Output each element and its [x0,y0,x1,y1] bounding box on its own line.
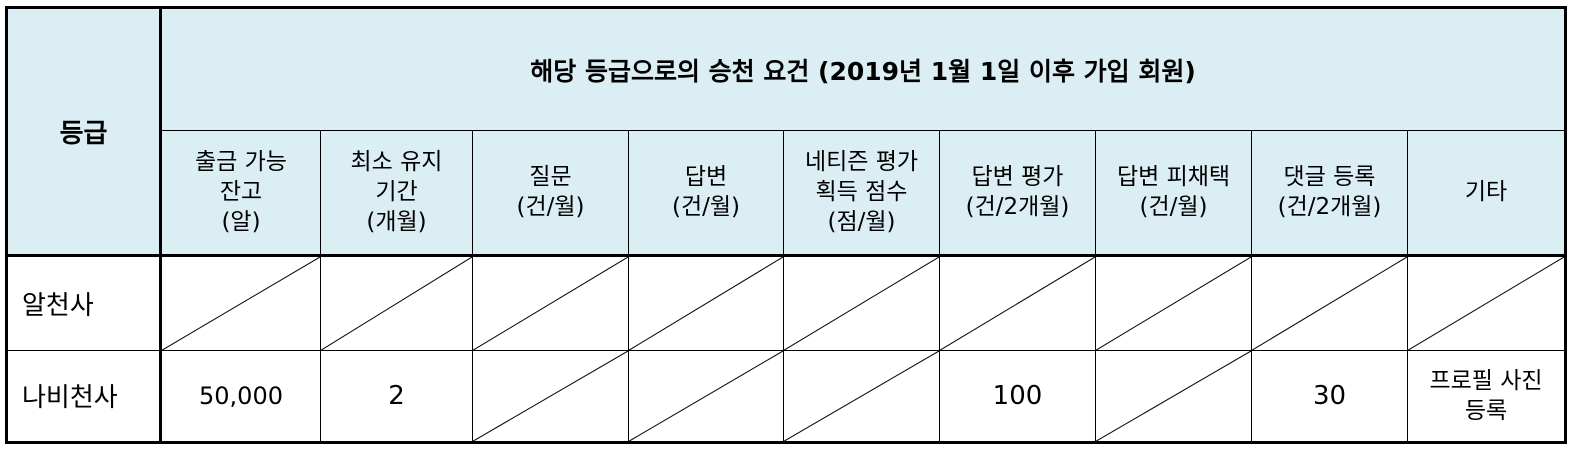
requirement-cell [472,349,629,445]
column-header-line: 답변 피채택 [1116,164,1231,191]
grade-label: 나비천사 [5,349,162,445]
requirement-cell [1251,254,1408,351]
column-header-line: (건/2개월) [965,194,1070,221]
column-header-line: 댓글 등록 [1283,164,1376,191]
column-header-line: 잔고 [219,179,263,206]
column-header-line: 최소 유지 [350,149,443,176]
table-row: 알천사 [5,254,1568,351]
column-header-line: (알) [221,209,261,236]
diagonal-slash [940,257,1095,350]
requirement-cell [320,254,473,351]
diagonal-slash [1096,351,1251,441]
requirement-cell: 2 [320,349,473,445]
requirement-value: 30 [1312,380,1347,411]
requirement-cell [1406,254,1568,351]
diagonal-slash [1096,257,1251,350]
requirement-cell [783,254,940,351]
requirement-value: 100 [992,380,1043,411]
column-header-line: 출금 가능 [195,149,287,176]
diagonal-slash [629,257,783,350]
requirement-cell [628,349,784,445]
grade-column-header: 등급 [5,6,162,257]
column-header-line: (점/월) [827,209,896,236]
diagonal-slash [473,351,628,441]
diagonal-slash [473,257,628,350]
column-header-4: 답변 (건/월) [628,130,784,257]
diagonal-slash [784,257,939,350]
requirement-cell [628,254,784,351]
column-header-line: (개월) [366,209,427,236]
requirement-cell [1095,254,1252,351]
other-requirement-line: 등록 [1464,397,1508,424]
column-header-line: 답변 평가 [971,164,1064,191]
column-header-line: (건/월) [516,194,585,221]
requirements-title: 해당 등급으로의 승천 요건 (2019년 1월 1일 이후 가입 회원) [159,5,1568,132]
column-header-line: (건/2개월) [1277,194,1382,221]
requirement-cell [939,254,1096,351]
column-header-7: 답변 피채택 (건/월) [1095,130,1252,257]
requirement-cell: 100 [939,349,1096,445]
grade-label: 알천사 [5,254,162,351]
column-header-line: (건/월) [671,194,740,221]
requirement-cell: 50,000 [160,349,321,445]
diagonal-slash [321,257,472,350]
requirement-cell [783,349,940,445]
other-requirement-line: 프로필 사진 [1429,367,1543,394]
requirement-value: 50,000 [199,381,283,410]
column-header-8: 댓글 등록 (건/2개월) [1251,130,1408,257]
column-header-line: 기타 [1464,179,1508,206]
requirement-cell [160,254,321,351]
column-header-9: 기타 [1406,130,1568,257]
diagonal-slash [629,351,783,441]
requirement-value: 2 [388,380,405,411]
column-header-line: 질문 [529,164,572,191]
diagonal-slash [784,351,939,441]
diagonal-slash [162,257,320,350]
requirement-cell [472,254,629,351]
grade-requirements-table: 등급 해당 등급으로의 승천 요건 (2019년 1월 1일 이후 가입 회원)… [5,5,1568,445]
column-header-6: 답변 평가 (건/2개월) [939,130,1096,257]
column-header-line: 획득 점수 [815,179,908,206]
requirement-cell: 30 [1251,349,1408,445]
column-header-line: 네티즌 평가 [804,149,919,176]
column-header-line: (건/월) [1139,194,1208,221]
column-header-line: 답변 [684,164,728,191]
diagonal-slash [1408,257,1564,350]
diagonal-slash [1252,257,1407,350]
column-header-3: 질문 (건/월) [472,130,629,257]
requirement-cell [1095,349,1252,445]
column-header-line: 기간 [375,179,418,206]
